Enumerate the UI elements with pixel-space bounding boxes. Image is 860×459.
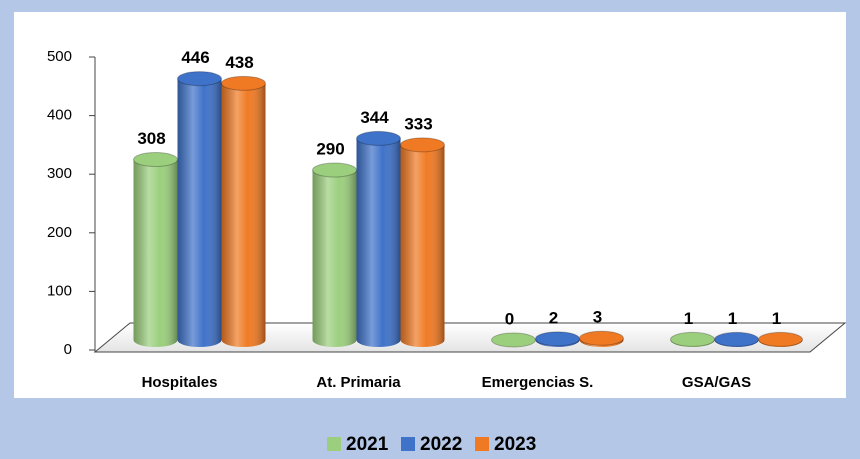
y-tick-label: 300 — [47, 165, 72, 182]
data-label: 2 — [549, 308, 558, 327]
cylinder-top — [133, 152, 178, 168]
cylinder-shade — [400, 144, 445, 347]
y-tick-label: 0 — [64, 341, 72, 358]
y-tick-label: 200 — [47, 224, 72, 241]
data-label: 333 — [404, 114, 432, 133]
cylinder-shade — [221, 83, 266, 347]
cylinder-top — [221, 75, 266, 91]
data-label: 1 — [684, 309, 693, 328]
floor — [93, 322, 847, 353]
data-label: 0 — [505, 309, 514, 328]
data-label: 446 — [181, 48, 209, 67]
legend-label: 2021 — [346, 434, 389, 455]
data-label: 344 — [360, 108, 389, 127]
cylinder-shade — [133, 159, 178, 347]
cylinder-top — [535, 331, 580, 347]
cylinder-shade — [312, 170, 357, 347]
data-label: 308 — [137, 129, 165, 148]
x-tick-label: Hospitales — [142, 374, 218, 391]
cylinder-shade — [177, 78, 222, 348]
legend-swatch — [475, 437, 489, 451]
legend-swatch — [401, 437, 415, 451]
legend-label: 2022 — [420, 434, 462, 455]
cylinder-shade — [356, 138, 401, 347]
x-tick-label: Emergencias S. — [482, 374, 594, 391]
y-tick-label: 500 — [47, 48, 72, 65]
y-tick-label: 400 — [47, 107, 72, 124]
data-label: 1 — [728, 309, 737, 328]
cylinder-top — [758, 331, 803, 347]
data-label: 1 — [772, 309, 781, 328]
cylinder-top — [400, 137, 445, 153]
cylinder-top — [356, 130, 401, 146]
cylinder-top — [714, 331, 759, 347]
data-label: 290 — [316, 140, 344, 159]
cylinder-top — [670, 331, 715, 347]
x-tick-label: At. Primaria — [316, 374, 401, 391]
x-tick-label: GSA/GAS — [682, 374, 751, 391]
cylinder-top — [312, 162, 357, 178]
data-label: 438 — [225, 53, 253, 72]
cylinder-top — [177, 71, 222, 87]
cylinder-top — [491, 332, 536, 348]
cylinder-top — [579, 330, 624, 346]
legend-swatch — [327, 437, 341, 451]
legend-label: 2023 — [494, 434, 536, 455]
y-tick-label: 100 — [47, 282, 72, 299]
data-label: 3 — [593, 308, 602, 327]
